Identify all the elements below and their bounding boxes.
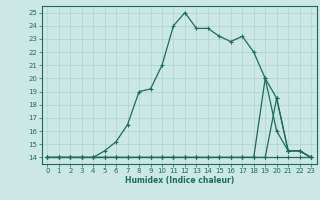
X-axis label: Humidex (Indice chaleur): Humidex (Indice chaleur): [124, 176, 234, 185]
